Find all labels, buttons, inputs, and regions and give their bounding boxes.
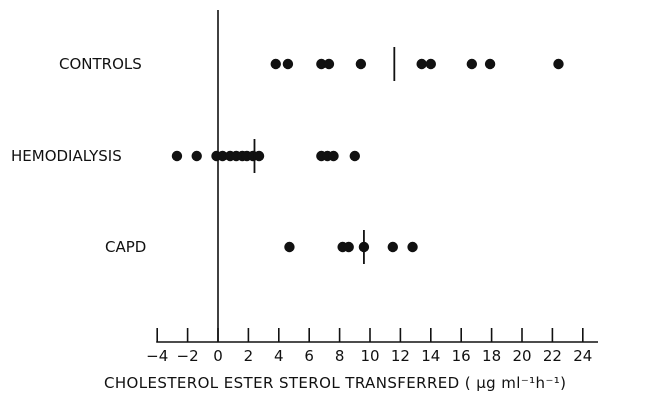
median-markers xyxy=(253,47,396,264)
data-point-hemodialysis xyxy=(191,150,202,162)
category-label-capd: CAPD xyxy=(105,238,146,256)
x-tick-label: 18 xyxy=(482,347,501,365)
category-label-controls: CONTROLS xyxy=(59,55,142,73)
data-point-controls xyxy=(466,58,478,70)
data-point-controls xyxy=(316,58,327,70)
x-tick-label: 24 xyxy=(573,347,592,365)
data-point-hemodialysis xyxy=(349,150,360,162)
data-point-controls xyxy=(282,58,294,70)
x-tick-label: 22 xyxy=(543,347,562,365)
category-label-hemodialysis: HEMODIALYSIS xyxy=(11,147,122,165)
data-point-controls xyxy=(323,58,335,70)
data-point-controls xyxy=(355,58,367,70)
data-points xyxy=(171,58,564,253)
x-tick-label: −4 xyxy=(146,347,168,365)
data-point-hemodialysis xyxy=(171,150,183,162)
x-tick-label: 16 xyxy=(452,347,471,365)
data-point-controls xyxy=(425,58,436,70)
x-tick-label: 12 xyxy=(391,347,410,365)
data-point-capd xyxy=(407,241,418,253)
data-point-hemodialysis xyxy=(328,150,339,162)
data-point-capd xyxy=(387,241,398,253)
x-tick-label: 0 xyxy=(213,347,223,365)
data-point-controls xyxy=(416,58,427,70)
x-tick-label: −2 xyxy=(177,347,199,365)
data-point-hemodialysis xyxy=(217,150,228,162)
x-tick-label: 10 xyxy=(360,347,379,365)
x-tick-label: 4 xyxy=(274,347,284,365)
data-point-capd xyxy=(284,241,295,253)
x-axis xyxy=(156,10,598,343)
x-axis-title: CHOLESTEROL ESTER STEROL TRANSFERRED ( μ… xyxy=(104,374,566,392)
data-point-controls xyxy=(484,58,496,70)
x-axis-ticks: −4 −2 0 2 4 6 8 10 12 14 16 18 20 22 24 xyxy=(146,328,592,365)
data-point-hemodialysis xyxy=(253,150,265,162)
x-tick-label: 8 xyxy=(335,347,345,365)
x-tick-label: 2 xyxy=(244,347,254,365)
data-point-controls xyxy=(553,58,564,70)
data-point-controls xyxy=(270,58,281,70)
x-tick-label: 6 xyxy=(304,347,314,365)
data-point-capd xyxy=(343,241,354,253)
x-tick-label: 14 xyxy=(421,347,440,365)
x-tick-label: 20 xyxy=(512,347,531,365)
category-labels: CONTROLS HEMODIALYSIS CAPD xyxy=(11,55,146,256)
